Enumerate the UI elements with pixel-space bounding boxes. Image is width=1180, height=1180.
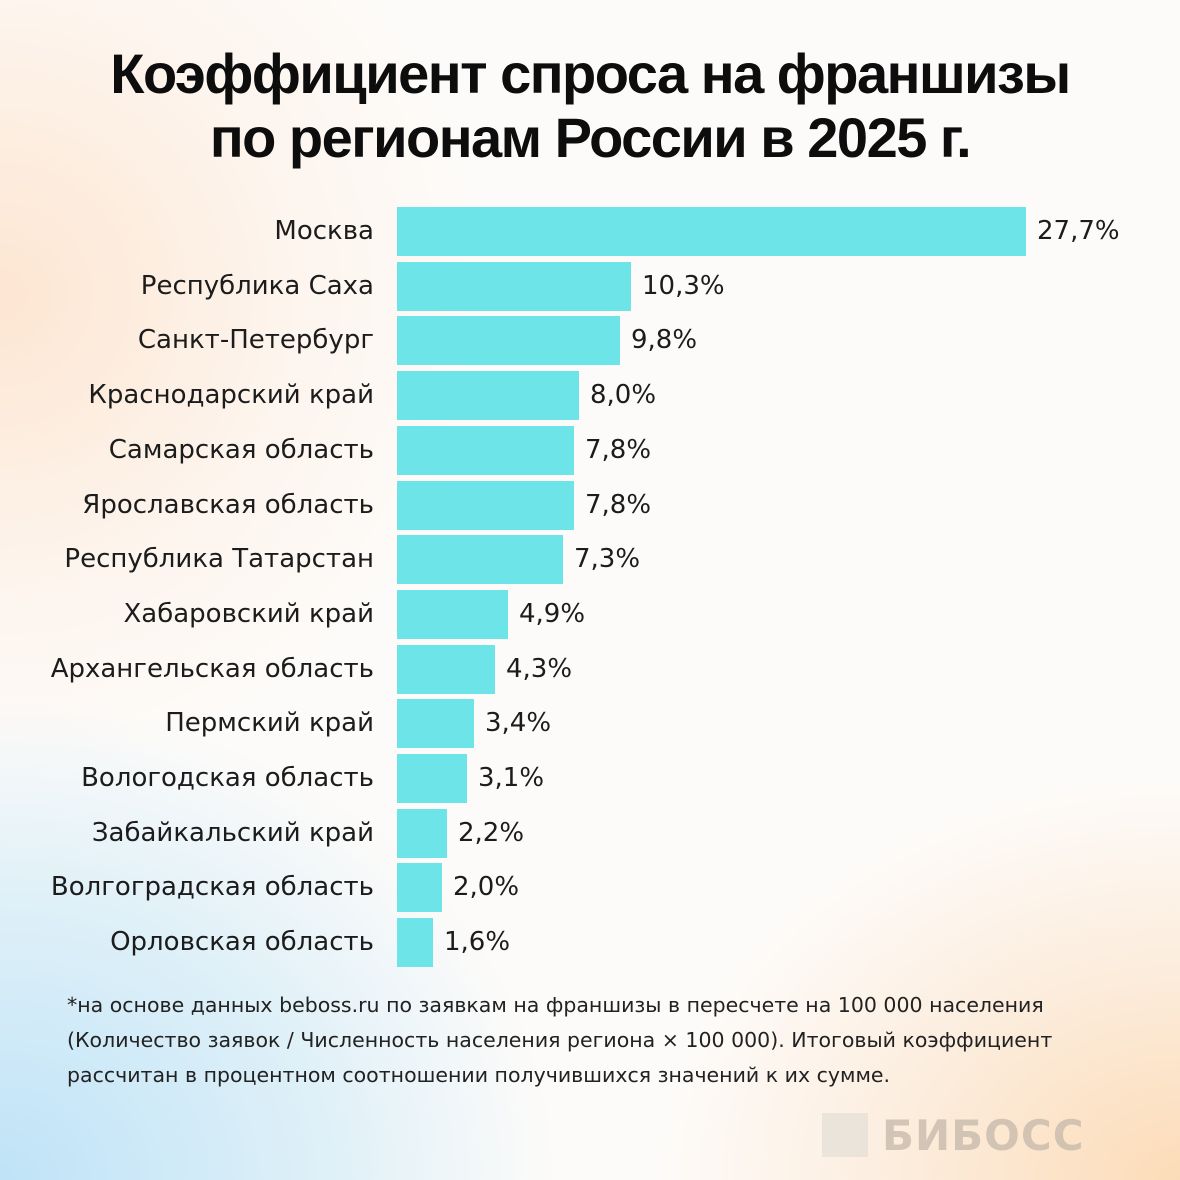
brand-logo: БИБОСС [822, 1110, 1085, 1160]
value-label: 8,0% [590, 380, 657, 411]
chart-row: Ярославская область 7,8% [0, 480, 1180, 530]
chart-row: Москва 27,7% [0, 207, 1180, 256]
chart-row: Архангельская область 4,3% [0, 644, 1180, 694]
category-label: Самарская область [108, 434, 374, 465]
chart-row: Санкт-Петербург 9,8% [0, 316, 1180, 366]
category-label: Пермский край [165, 708, 374, 739]
value-label: 27,7% [1037, 216, 1120, 246]
logo-mark-icon [822, 1113, 868, 1157]
category-label: Хабаровский край [123, 598, 374, 629]
value-label: 4,3% [506, 653, 573, 684]
value-label: 10,3% [642, 270, 725, 301]
chart-row: Забайкальский край 2,2% [0, 808, 1180, 858]
value-label: 9,8% [631, 325, 698, 356]
category-label: Забайкальский край [91, 817, 374, 848]
bar [397, 918, 433, 968]
bar [397, 535, 563, 585]
category-label: Санкт-Петербург [137, 325, 374, 356]
footnote: *на основе данных beboss.ru по заявкам н… [67, 988, 1127, 1093]
bar [397, 754, 467, 803]
chart-row: Вологодская область 3,1% [0, 754, 1180, 803]
chart-row: Самарская область 7,8% [0, 425, 1180, 475]
footnote-line-3: рассчитан в процентном соотношении получ… [67, 1063, 891, 1087]
chart-row: Республика Саха 10,3% [0, 261, 1180, 311]
category-label: Москва [274, 216, 374, 246]
category-label: Архангельская область [50, 653, 374, 684]
bar [397, 644, 495, 694]
category-label: Ярославская область [82, 489, 374, 520]
chart-row: Краснодарский край 8,0% [0, 371, 1180, 421]
title-line-2: по регионам России в 2025 г. [209, 106, 972, 169]
value-label: 7,8% [585, 434, 652, 465]
bar [397, 207, 1026, 256]
chart-row: Хабаровский край 4,9% [0, 589, 1180, 639]
value-label: 2,0% [453, 872, 520, 903]
chart-row: Пермский край 3,4% [0, 699, 1180, 749]
value-label: 4,9% [519, 598, 586, 629]
bar [397, 699, 474, 749]
footnote-line-2: (Количество заявок / Численность населен… [67, 1028, 1053, 1052]
bar [397, 371, 579, 421]
bar [397, 316, 620, 366]
bar [397, 808, 447, 858]
value-label: 1,6% [444, 927, 511, 958]
chart-row: Орловская область 1,6% [0, 918, 1180, 968]
value-label: 3,1% [478, 763, 545, 793]
logo-text: БИБОСС [882, 1110, 1085, 1160]
value-label: 7,8% [585, 489, 652, 520]
bar [397, 589, 508, 639]
category-label: Краснодарский край [88, 380, 374, 411]
category-label: Орловская область [110, 927, 374, 958]
value-label: 2,2% [458, 817, 525, 848]
title-line-1: Коэффициент спроса на франшизы [110, 42, 1071, 105]
category-label: Вологодская область [81, 763, 374, 793]
footnote-line-1: *на основе данных beboss.ru по заявкам н… [67, 993, 1044, 1017]
chart-row: Республика Татарстан 7,3% [0, 535, 1180, 585]
value-label: 3,4% [485, 708, 552, 739]
chart-title: Коэффициент спроса на франшизы по регион… [0, 42, 1180, 170]
bar [397, 425, 574, 475]
chart-row: Волгоградская область 2,0% [0, 863, 1180, 913]
bar [397, 261, 631, 311]
category-label: Волгоградская область [50, 872, 374, 903]
bar [397, 480, 574, 530]
value-label: 7,3% [574, 544, 641, 575]
bar [397, 863, 442, 913]
category-label: Республика Татарстан [64, 544, 374, 575]
category-label: Республика Саха [140, 270, 374, 301]
